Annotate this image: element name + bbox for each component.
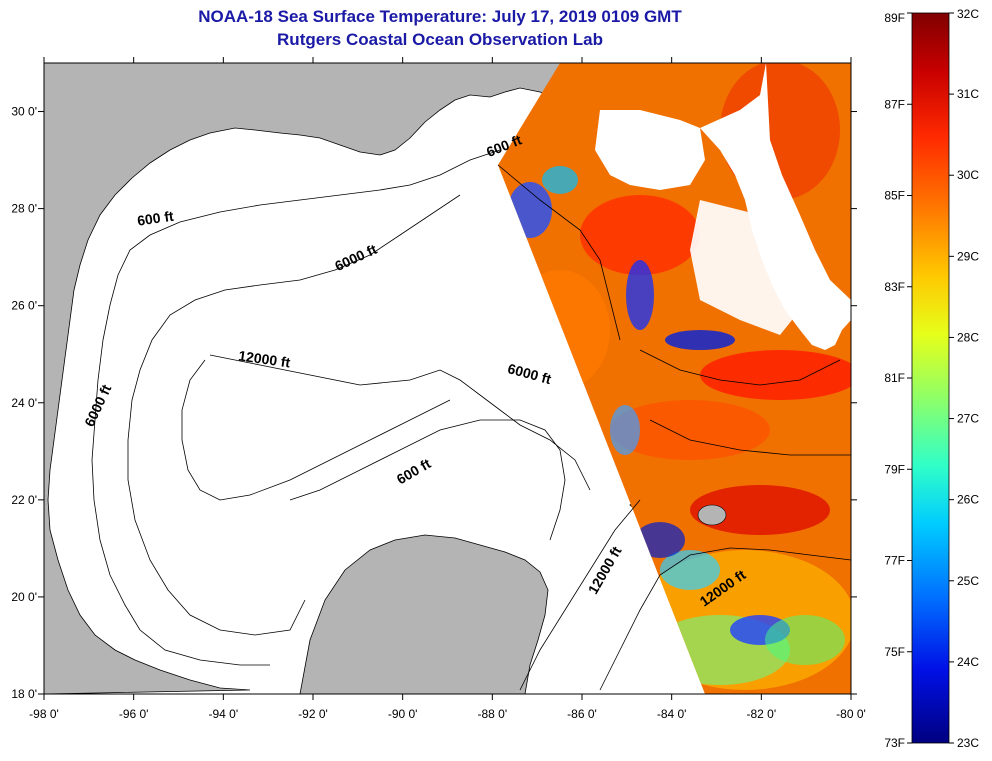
lat-tick-label: 30 0' xyxy=(11,105,37,119)
colorbar-f-label: 77F xyxy=(884,554,905,568)
colorbar-c-label: 29C xyxy=(957,249,979,263)
colorbar-c-label: 28C xyxy=(957,330,979,344)
colorbar-c-label: 31C xyxy=(957,87,979,101)
lon-tick-label: -90 0' xyxy=(388,707,418,721)
lon-tick-label: -82 0' xyxy=(747,707,777,721)
lat-tick-label: 28 0' xyxy=(11,202,37,216)
colorbar-f-label: 75F xyxy=(884,645,905,659)
colorbar-c-label: 23C xyxy=(957,736,979,750)
map-subtitle: Rutgers Coastal Ocean Observation Lab xyxy=(277,30,603,49)
lat-tick-label: 18 0' xyxy=(11,687,37,701)
land-yucatan xyxy=(299,534,549,694)
colorbar-c-label: 27C xyxy=(957,412,979,426)
lat-tick-label: 20 0' xyxy=(11,590,37,604)
bathymetry-contours xyxy=(91,149,851,691)
lon-tick-label: -84 0' xyxy=(657,707,687,721)
lon-tick-label: -98 0' xyxy=(29,707,59,721)
colorbar-c-label: 25C xyxy=(957,574,979,588)
colorbar-f-label: 89F xyxy=(884,11,905,25)
colorbar-gradient xyxy=(911,12,950,744)
colorbar-f-label: 81F xyxy=(884,371,905,385)
lon-tick-label: -96 0' xyxy=(119,707,149,721)
colorbar-f-label: 73F xyxy=(884,736,905,750)
colorbar-f-label: 79F xyxy=(884,462,905,476)
lon-tick-label: -80 0' xyxy=(836,707,866,721)
lon-tick-label: -86 0' xyxy=(567,707,597,721)
colorbar: 89F 87F 85F 83F 81F 79F 77F 75F 73F 32C 31C 30C 29C… xyxy=(884,7,979,750)
colorbar-c-label: 32C xyxy=(957,7,979,21)
lat-tick-label: 24 0' xyxy=(11,396,37,410)
contour-label: 12000 ft xyxy=(237,347,291,370)
colorbar-c-label: 30C xyxy=(957,168,979,182)
lon-axis: -98 0' -96 0' -94 0' -92 0' -90 0' -88 0' -86 … xyxy=(29,57,866,721)
colorbar-c-label: 24C xyxy=(957,655,979,669)
lon-tick-label: -94 0' xyxy=(209,707,239,721)
map-frame xyxy=(43,62,852,695)
colorbar-f-label: 87F xyxy=(884,97,905,111)
colorbar-c-labels: 32C 31C 30C 29C 28C 27C 26C 25C 24C 23C xyxy=(949,7,979,750)
contour-label: 600 ft xyxy=(136,208,175,229)
map-title: NOAA-18 Sea Surface Temperature: July 17… xyxy=(198,7,682,26)
colorbar-f-label: 83F xyxy=(884,280,905,294)
lon-tick-label: -92 0' xyxy=(298,707,328,721)
lat-axis: 18 0' 20 0' 22 0' 24 0' 26 0' 28 0' 30 0' xyxy=(11,105,857,701)
colorbar-f-label: 85F xyxy=(884,189,905,203)
lat-tick-label: 22 0' xyxy=(11,493,37,507)
colorbar-c-label: 26C xyxy=(957,493,979,507)
lat-tick-label: 26 0' xyxy=(11,299,37,313)
colorbar-f-labels: 89F 87F 85F 83F 81F 79F 77F 75F 73F xyxy=(884,11,912,750)
lon-tick-label: -88 0' xyxy=(478,707,508,721)
